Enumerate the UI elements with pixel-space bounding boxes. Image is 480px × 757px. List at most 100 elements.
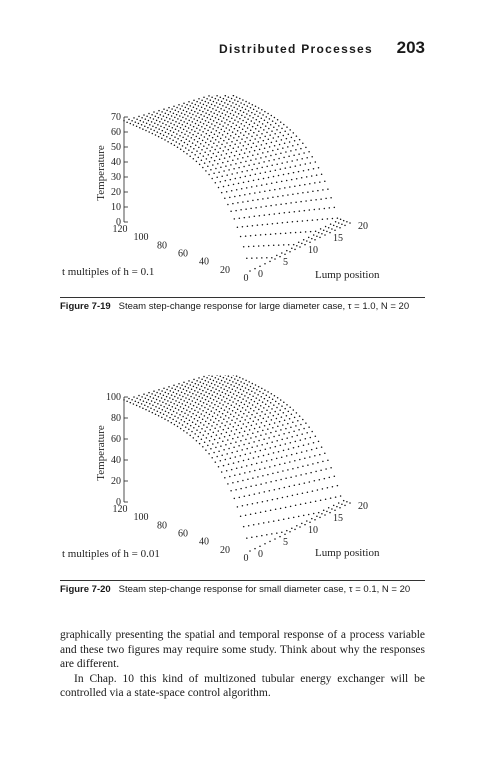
surface-point <box>309 230 312 233</box>
surface-point <box>193 417 196 420</box>
surface-point <box>249 470 251 473</box>
surface-point <box>266 257 268 259</box>
x-tick-label: 10 <box>308 245 318 256</box>
surface-point <box>199 408 201 410</box>
surface-point <box>245 379 247 382</box>
surface-point <box>216 423 218 426</box>
surface-point <box>274 169 277 171</box>
surface-point <box>239 473 241 475</box>
surface-point <box>228 169 230 171</box>
t-tick-label: 120 <box>113 504 128 515</box>
surface-point <box>269 233 272 235</box>
surface-point <box>310 471 312 474</box>
surface-point <box>183 400 185 402</box>
surface-point <box>195 135 198 138</box>
surface-point <box>231 140 233 143</box>
surface-point <box>191 430 193 433</box>
surface-point <box>215 167 217 170</box>
surface-point <box>282 412 285 414</box>
surface-point <box>278 212 281 215</box>
surface-point <box>219 416 222 418</box>
surface-point <box>250 398 253 401</box>
surface-point <box>331 485 334 488</box>
surface-point <box>179 387 182 389</box>
surface-point <box>150 121 153 123</box>
surface-point <box>264 171 267 173</box>
surface-point <box>229 413 232 416</box>
surface-point <box>248 102 250 104</box>
surface-point <box>230 210 232 213</box>
surface-point <box>232 202 234 205</box>
surface-point <box>184 385 187 388</box>
surface-point <box>247 155 249 158</box>
surface-point <box>246 113 248 115</box>
surface-point <box>318 208 321 210</box>
surface-point <box>186 432 188 434</box>
surface-point <box>238 384 240 386</box>
surface-point <box>198 395 200 398</box>
surface-point <box>344 504 346 507</box>
surface-point <box>154 394 157 397</box>
surface-point <box>307 191 309 193</box>
surface-point <box>222 185 225 188</box>
surface-point <box>254 384 257 386</box>
t-tick-label: 80 <box>157 240 167 251</box>
surface-point <box>279 121 282 123</box>
surface-point <box>203 441 206 443</box>
surface-point <box>161 129 164 132</box>
surface-point <box>290 453 293 456</box>
surface-point <box>282 424 284 426</box>
surface-point <box>251 446 253 449</box>
surface-point <box>218 419 220 422</box>
surface-point <box>215 155 218 158</box>
surface-point <box>242 378 244 380</box>
surface-point <box>242 423 245 425</box>
surface-point <box>269 124 272 126</box>
surface-point <box>177 130 180 132</box>
surface-point <box>156 131 159 133</box>
surface-point <box>212 152 215 155</box>
surface-point <box>260 184 263 186</box>
surface-point <box>194 433 196 435</box>
surface-point <box>132 403 135 405</box>
surface-point <box>224 102 226 104</box>
surface-point <box>236 450 238 453</box>
surface-point <box>198 146 200 149</box>
surface-point <box>339 495 342 497</box>
surface-point <box>165 123 167 126</box>
surface-point <box>275 457 278 460</box>
surface-point <box>296 159 298 161</box>
surface-point <box>201 427 203 430</box>
surface-point <box>184 426 187 428</box>
surface-point <box>299 458 301 461</box>
surface-point <box>221 412 224 415</box>
surface-point <box>184 106 187 109</box>
surface-point <box>205 158 208 160</box>
surface-point <box>212 164 214 166</box>
surface-point <box>281 222 284 224</box>
surface-point <box>177 110 180 113</box>
surface-point <box>217 106 219 109</box>
surface-point <box>199 400 202 402</box>
surface-point <box>305 176 308 178</box>
surface-point <box>208 113 210 116</box>
surface-point <box>248 123 251 126</box>
surface-point <box>163 126 165 129</box>
surface-point <box>219 147 221 149</box>
surface-point <box>284 167 287 169</box>
surface-point <box>252 179 255 182</box>
surface-point <box>296 525 298 527</box>
surface-point <box>238 217 241 219</box>
surface-point <box>210 382 213 385</box>
surface-point <box>280 429 282 431</box>
surface-point <box>254 416 256 418</box>
surface-point <box>292 132 295 134</box>
surface-point <box>206 377 208 379</box>
surface-point <box>214 138 217 141</box>
surface-point <box>261 500 264 503</box>
surface-point <box>314 519 316 521</box>
surface-point <box>256 167 258 170</box>
surface-point <box>229 399 231 401</box>
surface-point <box>239 515 242 517</box>
surface-point <box>198 425 200 428</box>
